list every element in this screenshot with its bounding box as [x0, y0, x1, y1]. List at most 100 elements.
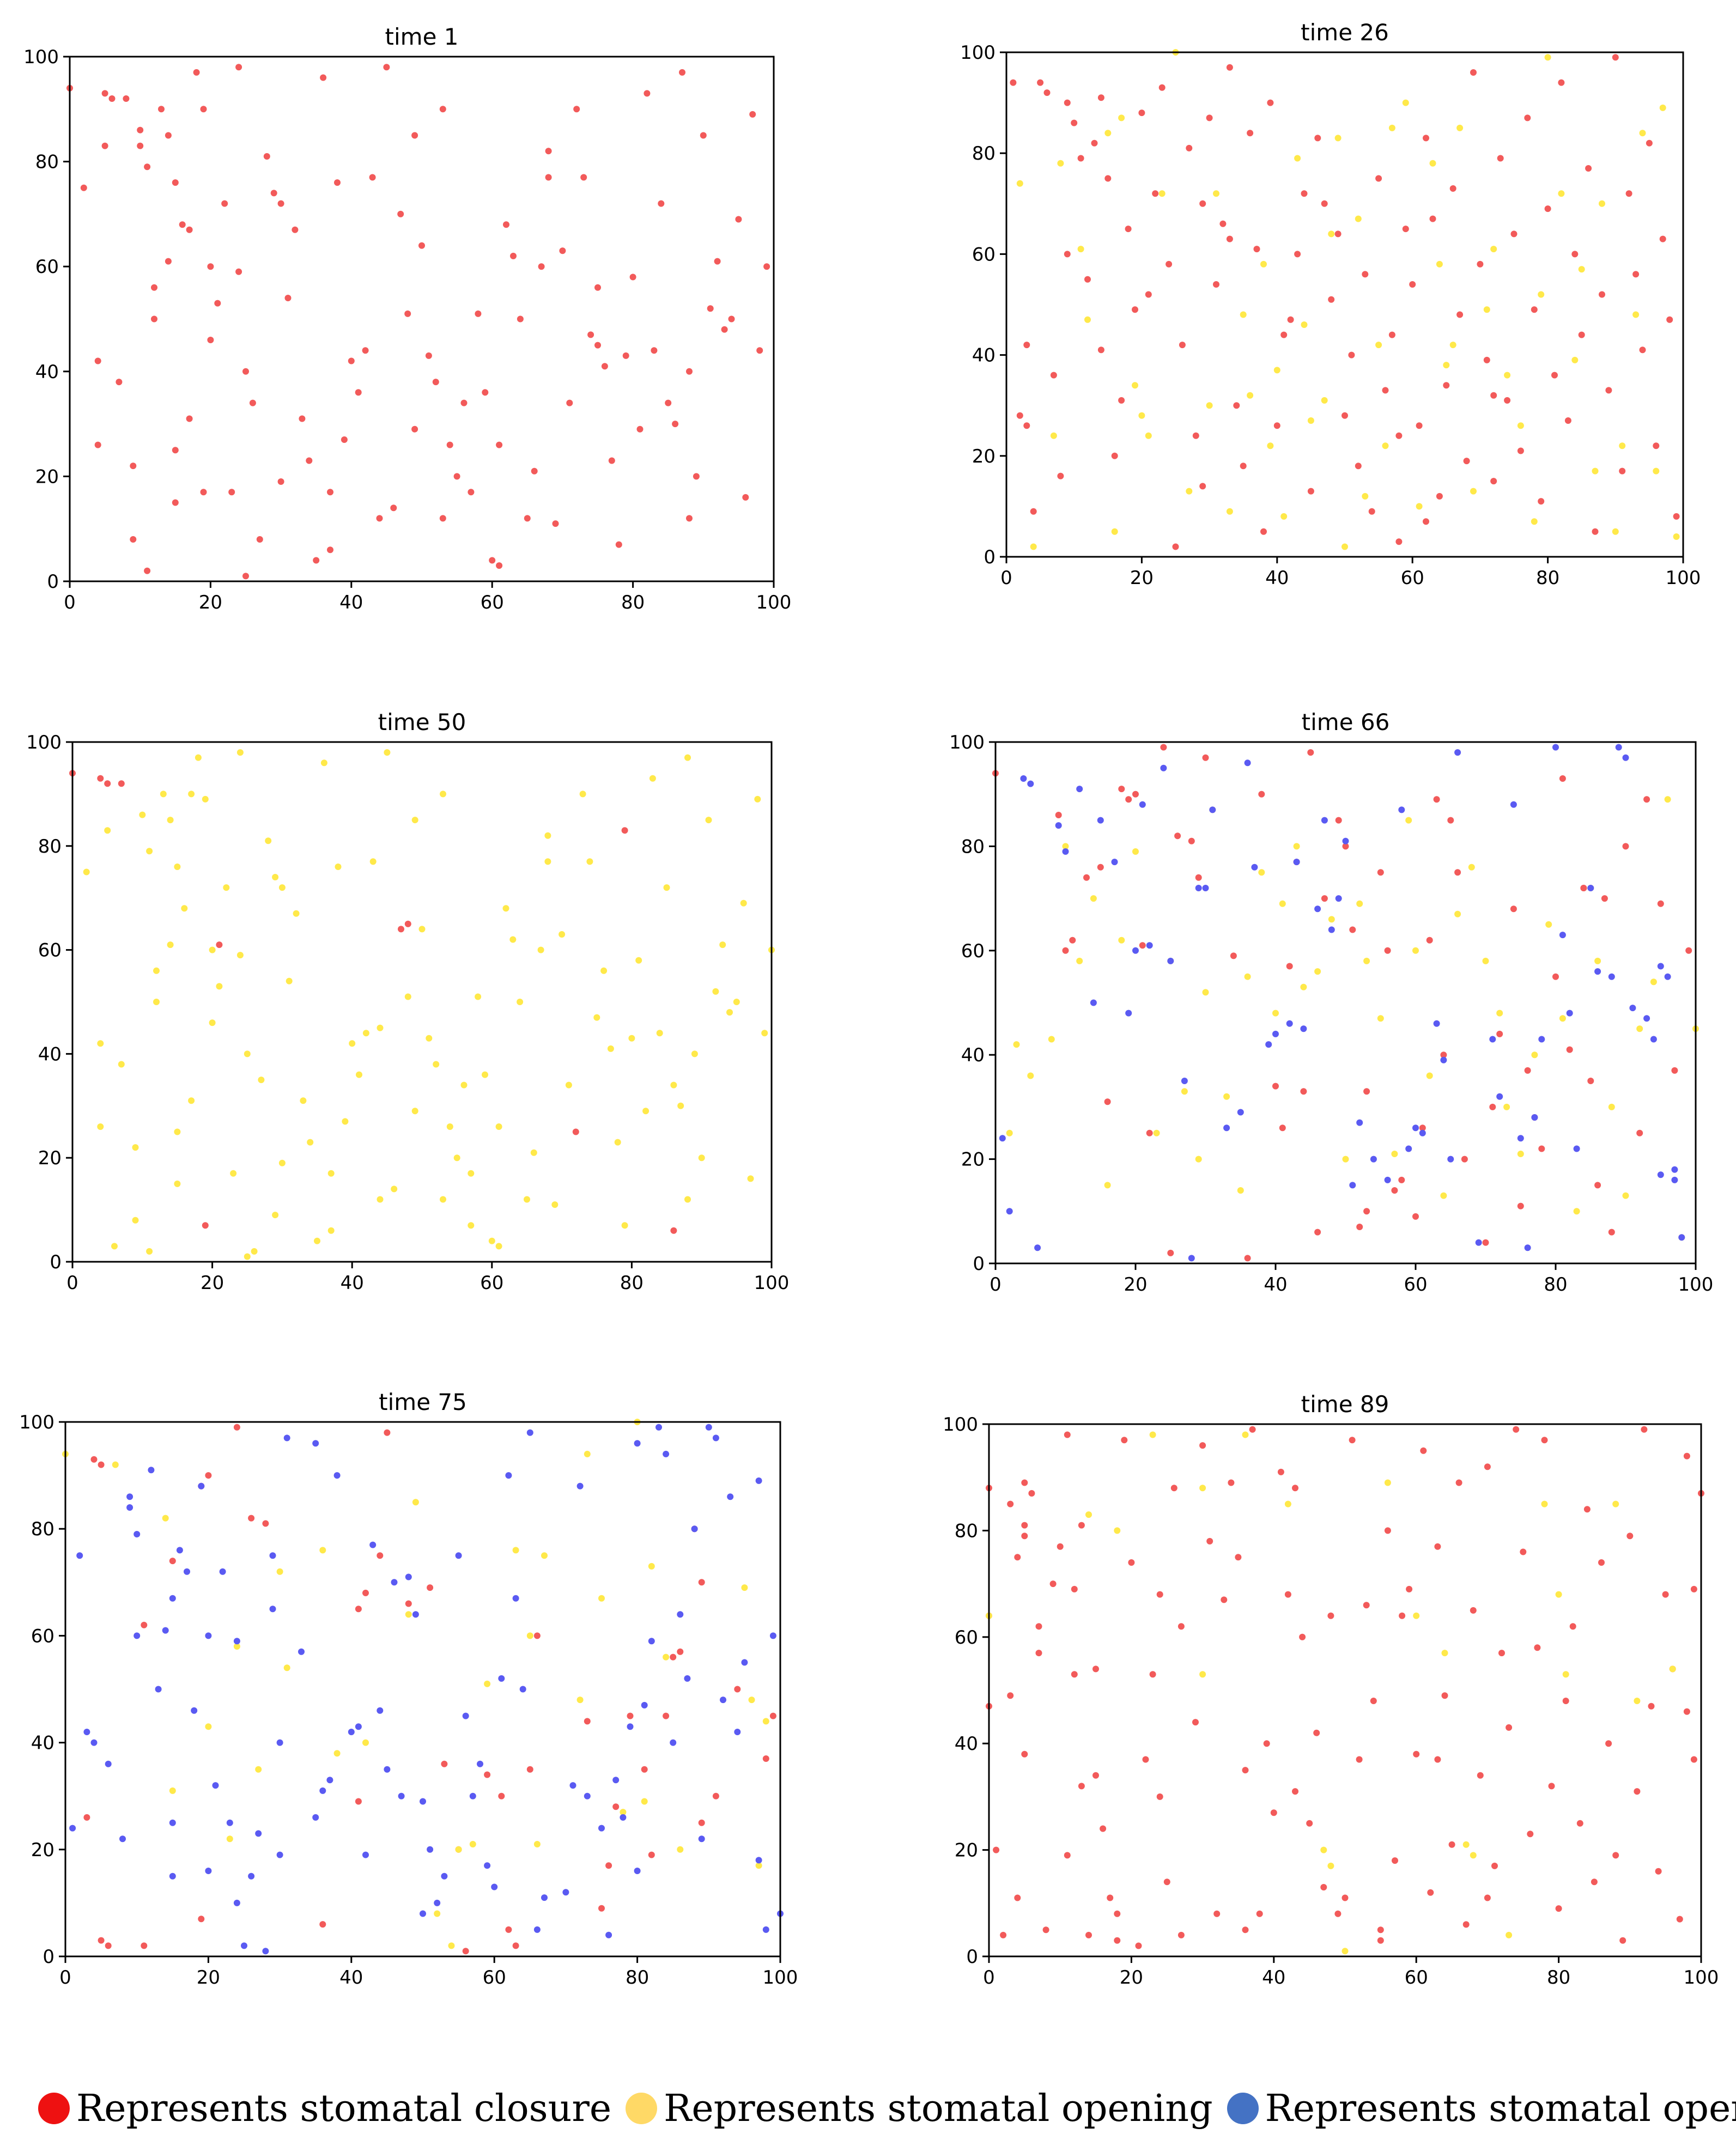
data-point-red — [1377, 869, 1384, 876]
data-point-blue — [126, 1504, 133, 1511]
data-point-red — [1016, 412, 1023, 419]
data-point-blue — [1510, 801, 1517, 808]
data-point-red — [432, 379, 439, 386]
data-point-yellow — [677, 1102, 684, 1109]
data-point-red — [141, 1621, 148, 1628]
data-point-red — [1592, 528, 1599, 535]
data-point-yellow — [584, 1450, 591, 1457]
data-point-red — [411, 132, 418, 139]
data-point-red — [728, 315, 735, 323]
data-point-red — [242, 573, 249, 580]
data-point-yellow — [265, 837, 272, 844]
data-point-red — [1145, 291, 1152, 298]
data-point-yellow — [320, 759, 327, 767]
data-point-blue — [420, 1910, 426, 1917]
data-point-yellow — [412, 1499, 419, 1506]
data-point-yellow — [1062, 843, 1069, 850]
data-point-yellow — [1545, 921, 1552, 928]
data-point-red — [533, 1632, 541, 1639]
data-point-yellow — [440, 1196, 446, 1203]
data-point-blue — [1489, 1036, 1496, 1043]
data-point-yellow — [663, 1653, 670, 1661]
data-point-red — [1517, 1202, 1524, 1209]
data-point-blue — [1055, 822, 1062, 829]
data-point-red — [1513, 1426, 1520, 1433]
data-point-yellow — [468, 1222, 475, 1229]
data-point-red — [116, 379, 123, 386]
data-point-yellow — [319, 1547, 326, 1554]
data-point-red — [1258, 791, 1265, 798]
data-point-yellow — [1048, 1036, 1055, 1043]
data-point-red — [1030, 508, 1037, 515]
data-point-red — [1659, 235, 1666, 242]
y-tick-label: 0 — [47, 571, 59, 593]
data-point-red — [559, 247, 566, 254]
data-point-red — [200, 106, 207, 113]
x-tick-label: 100 — [754, 1272, 790, 1294]
data-point-yellow — [195, 754, 202, 761]
x-tick-label: 20 — [1130, 567, 1154, 589]
data-point-red — [1641, 1426, 1648, 1433]
data-point-yellow — [502, 905, 509, 912]
data-point-red — [313, 557, 320, 564]
data-point-yellow — [1293, 843, 1300, 850]
data-point-yellow — [1090, 895, 1097, 902]
data-point-red — [1064, 1852, 1071, 1859]
data-point-red — [242, 368, 249, 375]
data-point-red — [572, 1128, 579, 1135]
data-point-blue — [1265, 1041, 1272, 1048]
blue-dot-icon — [1227, 2093, 1259, 2124]
data-point-red — [1321, 200, 1328, 207]
y-tick-label: 100 — [960, 42, 996, 64]
data-point-red — [1580, 885, 1587, 891]
data-point-red — [1335, 817, 1342, 824]
data-point-red — [1632, 271, 1640, 278]
data-point-red — [580, 174, 587, 181]
data-point-yellow — [663, 884, 670, 891]
data-point-yellow — [283, 1664, 290, 1671]
data-point-red — [468, 489, 475, 496]
data-point-red — [1292, 1485, 1298, 1492]
data-point-yellow — [1240, 311, 1247, 318]
data-point-yellow — [1334, 135, 1342, 142]
data-point-red — [1363, 1088, 1370, 1095]
data-point-blue — [484, 1862, 491, 1869]
data-point-yellow — [1578, 266, 1585, 273]
data-point-yellow — [293, 910, 300, 917]
data-point-yellow — [1132, 382, 1138, 389]
data-point-yellow — [621, 1222, 628, 1229]
data-point-blue — [655, 1424, 662, 1431]
y-tick-label: 60 — [31, 1625, 54, 1647]
data-point-red — [1158, 84, 1166, 91]
data-point-blue — [1321, 817, 1328, 824]
data-point-red — [1626, 1533, 1634, 1540]
data-point-yellow — [1405, 817, 1412, 824]
data-point-yellow — [1653, 467, 1660, 475]
data-point-red — [1104, 175, 1112, 182]
data-point-red — [1685, 947, 1692, 954]
data-point-red — [284, 295, 292, 301]
data-point-red — [383, 64, 390, 71]
data-point-yellow — [684, 754, 691, 761]
y-tick-label: 60 — [38, 940, 62, 962]
data-point-red — [1356, 1756, 1363, 1763]
data-point-red — [1477, 260, 1484, 268]
data-point-yellow — [1258, 869, 1265, 876]
data-point-red — [496, 562, 503, 569]
data-point-red — [94, 441, 101, 448]
legend-label-opening-yellow: Represents stomatal opening — [664, 2087, 1213, 2130]
data-point-yellow — [512, 1547, 519, 1554]
data-point-yellow — [1612, 1500, 1619, 1507]
data-point-yellow — [362, 1739, 369, 1746]
data-point-blue — [755, 1857, 762, 1864]
data-point-red — [262, 1520, 269, 1527]
data-point-red — [1576, 1820, 1583, 1827]
data-point-yellow — [469, 1841, 476, 1847]
y-tick-label: 80 — [38, 836, 62, 858]
data-point-yellow — [1356, 900, 1363, 907]
data-point-red — [306, 457, 313, 464]
data-point-red — [144, 163, 151, 171]
data-point-blue — [762, 1926, 769, 1933]
data-point-red — [1071, 119, 1078, 126]
data-point-yellow — [1077, 246, 1084, 253]
